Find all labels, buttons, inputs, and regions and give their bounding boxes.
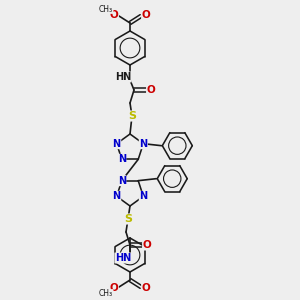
Text: N: N — [139, 191, 147, 201]
Text: HN: HN — [115, 253, 131, 263]
Text: O: O — [147, 85, 155, 95]
Text: N: N — [118, 176, 126, 186]
Text: O: O — [110, 283, 118, 293]
Text: CH₃: CH₃ — [99, 290, 113, 298]
Text: CH₃: CH₃ — [99, 4, 113, 14]
Text: N: N — [112, 139, 121, 149]
Text: N: N — [139, 139, 147, 149]
Text: O: O — [142, 283, 150, 293]
Text: O: O — [142, 10, 150, 20]
Text: HN: HN — [115, 72, 131, 82]
Text: N: N — [118, 154, 126, 164]
Text: S: S — [128, 111, 136, 121]
Text: O: O — [110, 10, 118, 20]
Text: O: O — [142, 240, 152, 250]
Text: N: N — [112, 191, 121, 201]
Text: S: S — [124, 214, 132, 224]
